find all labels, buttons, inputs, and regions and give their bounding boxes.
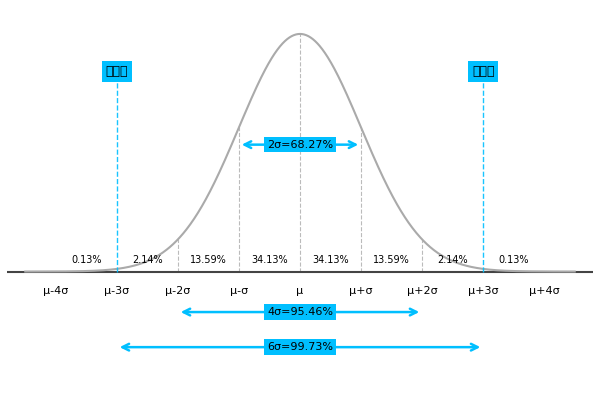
Text: 34.13%: 34.13% <box>251 255 288 265</box>
Text: μ+4σ: μ+4σ <box>529 286 560 296</box>
Text: 13.59%: 13.59% <box>373 255 410 265</box>
Text: 4σ=95.46%: 4σ=95.46% <box>267 307 333 317</box>
Text: μ+σ: μ+σ <box>349 286 373 296</box>
Text: μ+3σ: μ+3σ <box>468 286 499 296</box>
Text: μ-σ: μ-σ <box>230 286 248 296</box>
Text: μ-2σ: μ-2σ <box>165 286 191 296</box>
Text: 6σ=99.73%: 6σ=99.73% <box>267 342 333 352</box>
Text: 34.13%: 34.13% <box>312 255 349 265</box>
Text: μ-3σ: μ-3σ <box>104 286 130 296</box>
Text: μ: μ <box>296 286 304 296</box>
Text: 0.13%: 0.13% <box>71 255 101 265</box>
Text: μ+2σ: μ+2σ <box>407 286 437 296</box>
Text: 2σ=68.27%: 2σ=68.27% <box>267 140 333 150</box>
Text: 0.13%: 0.13% <box>499 255 529 265</box>
Text: 13.59%: 13.59% <box>190 255 227 265</box>
Text: 2.14%: 2.14% <box>437 255 468 265</box>
Text: 下限値: 下限値 <box>106 65 128 78</box>
Text: 上限値: 上限値 <box>472 65 494 78</box>
Text: 2.14%: 2.14% <box>132 255 163 265</box>
Text: μ-4σ: μ-4σ <box>43 286 68 296</box>
